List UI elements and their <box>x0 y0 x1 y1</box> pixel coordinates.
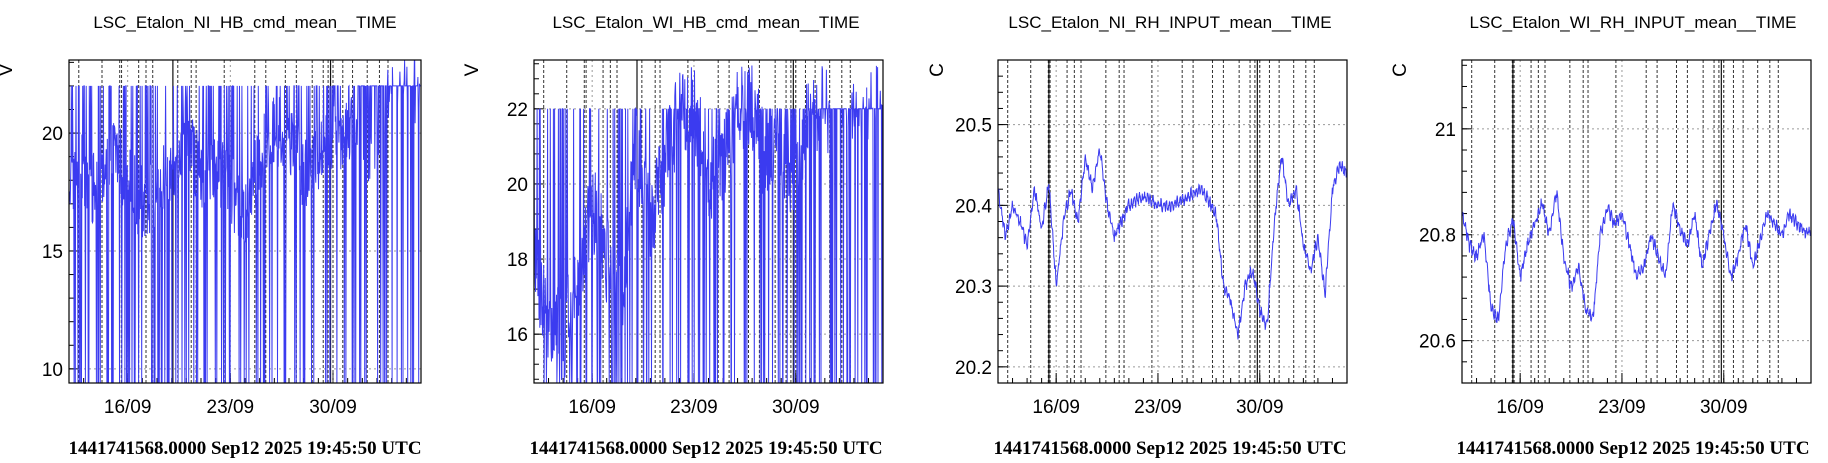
data-line <box>1462 190 1811 324</box>
y-tick-label: 20.2 <box>955 358 992 379</box>
x-tick-label: 23/09 <box>207 397 255 418</box>
y-tick-label: 20.6 <box>1419 332 1456 353</box>
y-tick-label: 21 <box>1435 120 1456 141</box>
y-axis-unit: C <box>927 63 948 77</box>
footer-timestamp: 1441741568.0000 Sep12 2025 19:45:50 UTC <box>529 438 882 459</box>
y-tick-label: 20.3 <box>955 277 992 298</box>
data-line <box>534 65 883 383</box>
y-tick-label: 16 <box>507 325 528 346</box>
y-tick-label: 20.8 <box>1419 226 1456 247</box>
footer-timestamp: 1441741568.0000 Sep12 2025 19:45:50 UTC <box>68 438 421 459</box>
y-axis-unit: V <box>0 63 17 76</box>
chart-title: LSC_Etalon_WI_HB_cmd_mean__TIME <box>552 13 859 32</box>
footer-timestamp: 1441741568.0000 Sep12 2025 19:45:50 UTC <box>993 438 1346 459</box>
y-tick-label: 22 <box>507 100 528 121</box>
y-axis-unit: V <box>462 63 483 76</box>
y-tick-label: 20.4 <box>955 196 992 217</box>
panel-0: LSC_Etalon_NI_HB_cmd_mean__TIME V 144174… <box>0 13 422 459</box>
y-tick-label: 20 <box>42 124 63 145</box>
y-axis-unit: C <box>1390 63 1411 77</box>
plot-frame <box>1461 59 1812 384</box>
x-tick-label: 16/09 <box>568 397 616 418</box>
y-tick-label: 20 <box>507 175 528 196</box>
x-tick-label: 23/09 <box>670 397 718 418</box>
x-tick-label: 16/09 <box>104 397 152 418</box>
y-tick-label: 20.5 <box>955 116 992 137</box>
x-tick-label: 30/09 <box>309 397 357 418</box>
chart-title: LSC_Etalon_WI_RH_INPUT_mean__TIME <box>1470 13 1797 32</box>
data-line <box>998 148 1347 340</box>
y-tick-label: 10 <box>42 360 63 381</box>
data-line <box>69 60 421 383</box>
chart-title: LSC_Etalon_NI_RH_INPUT_mean__TIME <box>1008 13 1331 32</box>
panel-2: LSC_Etalon_NI_RH_INPUT_mean__TIME C 1441… <box>927 13 1348 459</box>
panel-3: LSC_Etalon_WI_RH_INPUT_mean__TIME C 1441… <box>1390 13 1812 459</box>
plot-frame <box>68 59 422 384</box>
x-tick-label: 30/09 <box>1236 397 1284 418</box>
x-tick-label: 23/09 <box>1598 397 1646 418</box>
chart-title: LSC_Etalon_NI_HB_cmd_mean__TIME <box>93 13 396 32</box>
y-tick-label: 18 <box>507 250 528 271</box>
y-tick-label: 15 <box>42 242 63 263</box>
x-tick-label: 16/09 <box>1032 397 1080 418</box>
x-tick-label: 16/09 <box>1496 397 1544 418</box>
x-tick-label: 30/09 <box>1700 397 1748 418</box>
plot-frame <box>533 59 884 384</box>
footer-timestamp: 1441741568.0000 Sep12 2025 19:45:50 UTC <box>1456 438 1809 459</box>
x-tick-label: 30/09 <box>772 397 820 418</box>
x-tick-label: 23/09 <box>1134 397 1182 418</box>
panel-1: LSC_Etalon_WI_HB_cmd_mean__TIME V 144174… <box>462 13 884 459</box>
plot-frame <box>997 59 1348 384</box>
